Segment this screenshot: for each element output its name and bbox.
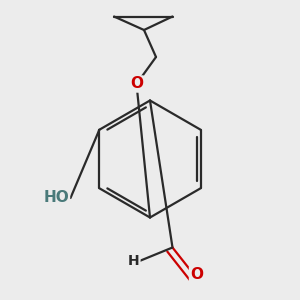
Text: O: O <box>190 267 203 282</box>
Text: H: H <box>128 254 140 268</box>
Text: O: O <box>130 76 143 92</box>
Text: HO: HO <box>43 190 69 206</box>
